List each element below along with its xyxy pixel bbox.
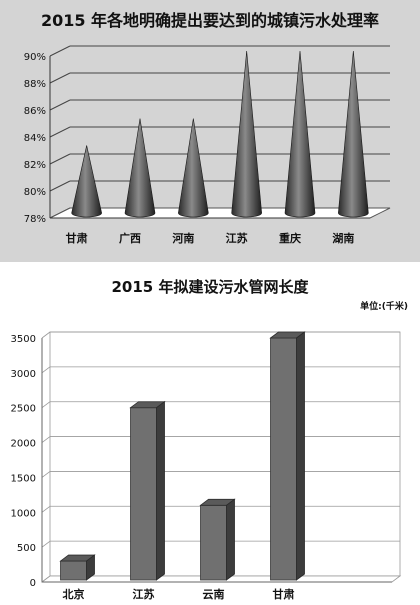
chart2-ytick-label: 500 [17, 543, 36, 554]
chart1-panel: 2015 年各地明确提出要达到的城镇污水处理率 78% 80% 82% 84% 86% 8… [0, 0, 420, 262]
chart1-title: 2015 年各地明确提出要达到的城镇污水处理率 [40, 11, 380, 30]
chart2-ytick-label: 2000 [11, 439, 36, 450]
chart1-ytick-label: 78% [24, 214, 46, 225]
chart1-ytick-label: 82% [24, 160, 46, 171]
chart2-gridline-diag [41, 331, 51, 339]
chart2-ytick-label: 0 [30, 578, 36, 589]
chart1-category-label: 甘肃 [66, 231, 88, 245]
chart2-bar-江苏 [130, 407, 157, 581]
chart2-gridline-diag [41, 540, 51, 548]
chart1-plot: 78% 80% 82% 84% 86% 88% 90% 甘肃 广西 河南 江苏 重庆 湖南 [24, 45, 391, 245]
chart1-cone-广西 [124, 118, 156, 218]
chart1-category-label: 河南 [172, 231, 194, 245]
chart2-gridline-diag [41, 471, 51, 478]
chart2-ytick-label: 1500 [11, 473, 36, 484]
chart1-ytick-label: 86% [24, 106, 46, 117]
chart2-category-label: 北京 [63, 587, 85, 601]
chart1-category-label: 重庆 [279, 231, 301, 245]
chart2-title: 2015 年拟建设污水管网长度 [111, 278, 309, 296]
chart1-category-label: 广西 [119, 231, 141, 245]
chart1-cone-湖南 [338, 50, 369, 218]
chart2-gridline-diag [41, 401, 51, 409]
chart2-bar-云南 [200, 504, 227, 581]
chart1-gridline-diag [49, 99, 71, 111]
chart1-cone-河南 [178, 118, 209, 218]
chart2-gridline-diag [41, 505, 51, 513]
chart1-ytick-label: 80% [24, 187, 46, 198]
chart1-cone-甘肃 [71, 145, 102, 218]
chart2-ytick-label: 3500 [11, 334, 36, 345]
chart2-bar-side [156, 400, 165, 581]
chart2-panel: 2015 年拟建设污水管网长度 单位:(千米) 0 500 1000 1500 2000… [0, 262, 420, 605]
chart2-category-label: 江苏 [133, 587, 155, 601]
chart1-cone-重庆 [284, 50, 316, 218]
chart2-ytick-label: 1000 [11, 508, 36, 519]
chart1-category-label: 湖南 [332, 231, 354, 245]
chart2-bar-北京 [60, 560, 87, 581]
chart1-ytick-label: 84% [24, 133, 46, 144]
chart2-bar-甘肃 [270, 337, 297, 581]
chart2-gridline-diag [41, 436, 51, 443]
chart2-plot: 0 500 1000 1500 2000 2500 3000 3500 北京 江苏 云南 甘肃 [11, 331, 402, 601]
chart2-ytick-label: 3000 [11, 369, 36, 380]
chart1-category-label: 江苏 [226, 231, 248, 245]
chart1-gridline-diag [49, 126, 71, 138]
chart1-gridline-diag [49, 180, 71, 192]
chart2-bar-side [296, 331, 305, 581]
chart2-gridline-diag [41, 366, 51, 374]
chart2-bar-side [226, 498, 235, 581]
chart1-gridline-diag [49, 153, 71, 165]
chart1-gridline-diag [49, 45, 71, 57]
chart1-cone-江苏 [231, 50, 262, 218]
chart2-bar-side [86, 554, 95, 581]
chart1-ytick-label: 88% [24, 79, 46, 90]
chart2-ytick-label: 2500 [11, 404, 36, 415]
chart1-gridline-diag [49, 72, 71, 84]
chart2-category-label: 甘肃 [273, 587, 295, 601]
chart2-category-label: 云南 [203, 587, 225, 601]
chart1-ytick-label: 90% [24, 52, 46, 63]
chart2-unit-label: 单位:(千米) [360, 302, 408, 312]
